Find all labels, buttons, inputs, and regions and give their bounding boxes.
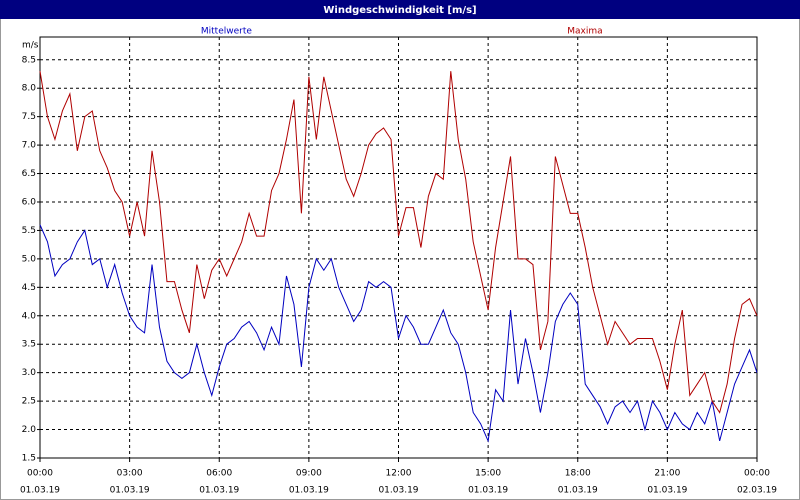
chart-title: Windgeschwindigkeit [m/s] bbox=[323, 5, 476, 16]
x-tick-label: 09:00 bbox=[296, 469, 322, 479]
legend-label: Mittelwerte bbox=[201, 27, 252, 37]
x-tick-date: 01.03.19 bbox=[110, 486, 150, 496]
y-tick-label: 6.5 bbox=[22, 169, 36, 179]
y-tick-label: 5.0 bbox=[22, 254, 37, 264]
x-tick-date: 01.03.19 bbox=[558, 486, 598, 496]
x-tick-label: 00:00 bbox=[27, 469, 53, 479]
x-tick-date: 02.03.19 bbox=[737, 486, 777, 496]
y-tick-label: 2.5 bbox=[22, 397, 36, 407]
y-tick-label: 1.5 bbox=[22, 454, 36, 464]
y-tick-label: 7.5 bbox=[22, 112, 36, 122]
y-tick-label: 4.5 bbox=[22, 283, 36, 293]
x-tick-date: 01.03.19 bbox=[647, 486, 687, 496]
y-tick-label: 3.0 bbox=[22, 368, 37, 378]
y-tick-label: 5.5 bbox=[22, 226, 36, 236]
data-line bbox=[39, 224, 758, 443]
x-tick-label: 15:00 bbox=[475, 469, 501, 479]
x-tick-date: 01.03.19 bbox=[468, 486, 508, 496]
x-tick-date: 01.03.19 bbox=[378, 486, 418, 496]
y-tick-label: 6.0 bbox=[22, 197, 37, 207]
x-tick-date: 01.03.19 bbox=[20, 486, 60, 496]
x-tick-label: 00:00 bbox=[744, 469, 770, 479]
x-tick-label: 21:00 bbox=[654, 469, 680, 479]
y-tick-label: 7.0 bbox=[22, 141, 37, 151]
x-tick-date: 01.03.19 bbox=[289, 486, 329, 496]
x-tick-label: 18:00 bbox=[565, 469, 591, 479]
y-tick-label: 4.0 bbox=[22, 311, 37, 321]
title-bar bbox=[0, 0, 800, 19]
y-tick-label: 2.0 bbox=[22, 425, 37, 435]
y-axis-label: m/s bbox=[22, 41, 39, 51]
x-tick-date: 01.03.19 bbox=[199, 486, 239, 496]
legend-label: Maxima bbox=[567, 27, 602, 37]
x-tick-label: 06:00 bbox=[206, 469, 232, 479]
x-tick-label: 03:00 bbox=[117, 469, 143, 479]
y-tick-label: 8.0 bbox=[22, 84, 37, 94]
y-tick-label: 8.5 bbox=[22, 55, 36, 65]
data-line bbox=[39, 71, 758, 414]
x-tick-label: 12:00 bbox=[386, 469, 412, 479]
y-tick-label: 3.5 bbox=[22, 340, 36, 350]
